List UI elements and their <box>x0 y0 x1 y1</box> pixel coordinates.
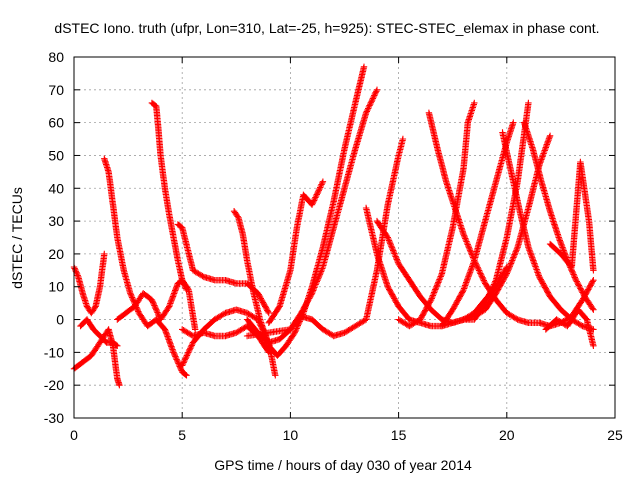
data-points <box>70 63 597 389</box>
y-tick-label: -10 <box>44 344 64 360</box>
y-tick-label: 0 <box>56 312 64 328</box>
y-tick-label: 30 <box>48 213 64 229</box>
series-pass-c <box>77 316 121 349</box>
plot-frame <box>73 56 616 419</box>
series-markers <box>114 277 199 333</box>
chart-title: dSTEC Iono. truth (ufpr, Lon=310, Lat=-2… <box>54 20 599 36</box>
x-tick-label: 25 <box>607 427 623 443</box>
series-pass-w <box>542 306 597 349</box>
y-tick-label: 20 <box>48 246 64 262</box>
axis-ticks: 0 5 10 15 20 25 -30 -20 -10 0 10 20 30 40 50 60 70 80 <box>44 49 623 443</box>
series-pass-m <box>243 135 407 340</box>
y-tick-label: 80 <box>48 49 64 65</box>
x-axis-label: GPS time / hours of day 030 of year 2014 <box>214 457 472 473</box>
y-tick-label: -20 <box>44 377 64 393</box>
series-pass-f <box>148 99 190 294</box>
series-markers <box>542 306 597 349</box>
series-markers <box>546 158 597 274</box>
y-tick-label: -30 <box>44 410 64 426</box>
y-tick-label: 70 <box>48 82 64 98</box>
series-markers <box>77 316 121 349</box>
series-pass-e <box>114 277 199 333</box>
series-markers <box>520 119 597 313</box>
series-pass-d <box>101 155 190 379</box>
y-tick-label: 40 <box>48 180 64 196</box>
y-tick-label: 10 <box>48 279 64 295</box>
y-tick-label: 60 <box>48 115 64 131</box>
series-pass-l <box>265 178 327 326</box>
y-axis-label: dSTEC / TECUs <box>9 187 25 289</box>
x-tick-label: 20 <box>499 427 515 443</box>
x-tick-label: 5 <box>178 427 186 443</box>
y-tick-label: 50 <box>48 147 64 163</box>
x-tick-label: 15 <box>391 427 407 443</box>
series-pass-v <box>546 158 597 274</box>
series-markers <box>265 178 327 326</box>
x-tick-label: 0 <box>70 427 78 443</box>
series-markers <box>148 99 190 294</box>
x-tick-label: 10 <box>283 427 299 443</box>
series-pass-u <box>520 119 597 313</box>
series-markers <box>101 155 190 379</box>
series-markers <box>243 135 407 340</box>
